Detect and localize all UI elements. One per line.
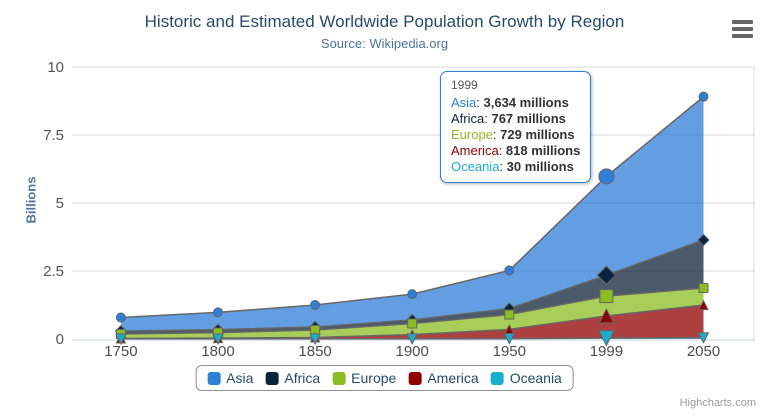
- x-axis-tick-label: 1900: [396, 343, 429, 360]
- y-axis-tick-label: 0: [56, 331, 64, 348]
- marker-oceania-1850[interactable]: [309, 333, 321, 346]
- x-axis-tick-label: 1800: [201, 343, 234, 360]
- y-axis-title: Billions: [23, 176, 39, 224]
- marker-africa-2050[interactable]: [697, 233, 710, 247]
- tooltip-row-africa: Africa: 767 millions: [451, 111, 566, 126]
- marker-oceania-1999[interactable]: [598, 330, 615, 347]
- legend-item-europe[interactable]: Europe: [332, 370, 396, 386]
- tooltip: 1999 Asia: 3,634 millions Africa: 767 mil…: [440, 71, 592, 183]
- marker-asia-1800[interactable]: [213, 307, 223, 318]
- x-axis-tick-label: 1750: [104, 343, 137, 360]
- legend-swatch: [332, 371, 346, 385]
- y-axis-tick-label: 2.5: [43, 263, 64, 280]
- legend-label: Asia: [226, 370, 254, 386]
- marker-oceania-1900[interactable]: [406, 333, 419, 345]
- legend-item-oceania[interactable]: Oceania: [490, 370, 562, 386]
- legend-swatch: [207, 371, 221, 385]
- hamburger-icon: [732, 20, 753, 24]
- legend-label: America: [427, 370, 479, 386]
- marker-asia-1850[interactable]: [310, 299, 321, 310]
- highcharts-credit[interactable]: Highcharts.com: [679, 397, 756, 409]
- legend-swatch: [490, 371, 504, 385]
- chart-subtitle: Source: Wikipedia.org: [320, 36, 449, 51]
- legend-label: Europe: [351, 370, 397, 386]
- tooltip-series-value: 3,634 millions: [483, 95, 569, 110]
- hamburger-icon: [732, 34, 753, 38]
- y-axis-tick-label: 7.5: [43, 127, 64, 144]
- y-axis-tick-label: 10: [47, 59, 64, 76]
- tooltip-series-name: America: [451, 143, 499, 158]
- marker-oceania-1750[interactable]: [115, 333, 127, 346]
- tooltip-series-value: 30 millions: [506, 159, 574, 174]
- marker-asia-1900[interactable]: [407, 289, 418, 300]
- marker-oceania-2050[interactable]: [697, 332, 710, 344]
- tooltip-row-america: America: 818 millions: [451, 143, 581, 158]
- tooltip-series-value: 767 millions: [491, 111, 566, 126]
- area-asia[interactable]: [120, 96, 704, 332]
- tooltip-series-name: Oceania: [451, 159, 500, 174]
- marker-oceania-1800[interactable]: [212, 333, 224, 346]
- area-africa[interactable]: [120, 239, 704, 335]
- y-axis-tick-label: 5: [56, 195, 64, 212]
- marker-europe-2050[interactable]: [698, 283, 709, 293]
- legend-swatch: [265, 371, 279, 385]
- legend-item-america[interactable]: America: [408, 370, 479, 386]
- legend-label: Oceania: [509, 370, 562, 386]
- legend-item-asia[interactable]: Asia: [207, 370, 253, 386]
- x-axis-tick-label: 2050: [687, 343, 720, 360]
- tooltip-series-value: 729 millions: [500, 127, 575, 142]
- marker-asia-2050[interactable]: [698, 91, 709, 102]
- marker-oceania-1950[interactable]: [503, 333, 516, 345]
- marker-asia-1999[interactable]: [598, 168, 615, 185]
- legend-swatch: [408, 371, 422, 385]
- marker-america-1999[interactable]: [598, 307, 615, 324]
- legend-label: Africa: [284, 370, 321, 386]
- export-menu-button[interactable]: [732, 20, 753, 41]
- x-axis-tick-label: 1850: [298, 343, 331, 360]
- x-axis-tick-label: 1950: [493, 343, 526, 360]
- marker-europe-1999[interactable]: [599, 289, 614, 304]
- legend: Asia Africa Europe America Oceania: [195, 365, 574, 391]
- chart-title: Historic and Estimated Worldwide Populat…: [144, 12, 625, 31]
- tooltip-row-oceania: Oceania: 30 millions: [451, 159, 574, 174]
- tooltip-rows: Asia: 3,634 millions Africa: 767 millions…: [451, 95, 580, 175]
- tooltip-series-name: Africa: [451, 111, 485, 126]
- tooltip-series-name: Asia: [451, 95, 477, 110]
- marker-europe-1950[interactable]: [504, 309, 515, 320]
- tooltip-row-asia: Asia: 3,634 millions: [451, 95, 569, 110]
- x-axis-tick-label: 1999: [590, 343, 623, 360]
- tooltip-row-europe: Europe: 729 millions: [451, 127, 575, 142]
- tooltip-series-name: Europe: [451, 127, 493, 142]
- area-america[interactable]: [120, 305, 704, 339]
- marker-america-2050[interactable]: [698, 299, 709, 311]
- marker-asia-1950[interactable]: [504, 265, 515, 276]
- tooltip-series-value: 818 millions: [505, 143, 581, 158]
- tooltip-header: 1999: [451, 78, 478, 92]
- hamburger-icon: [732, 27, 753, 31]
- marker-asia-1750[interactable]: [115, 312, 126, 323]
- marker-africa-1999[interactable]: [596, 265, 617, 285]
- legend-item-africa[interactable]: Africa: [265, 370, 320, 386]
- marker-europe-1900[interactable]: [407, 318, 418, 329]
